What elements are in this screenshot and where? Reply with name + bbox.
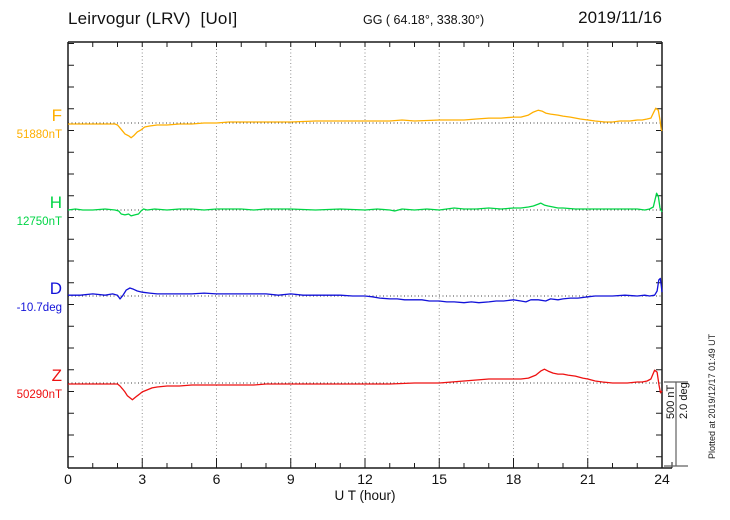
curve-Z (68, 368, 663, 401)
x-tick-label-9: 9 (286, 471, 295, 487)
x-tick-label-0: 0 (64, 471, 72, 487)
channel-label-F: F (51, 106, 62, 125)
channel-baseline-value-H: 12750nT (16, 216, 62, 228)
channel-baseline-value-F: 51880nT (16, 129, 62, 141)
x-axis-tick-labels: 0 3 6 9 12 15 18 21 24 (0, 471, 730, 487)
x-tick-label-24: 24 (654, 471, 670, 487)
channel-baseline-value-D: -10.7deg (16, 302, 62, 314)
channel-label-D: D (49, 279, 62, 298)
x-tick-label-6: 6 (212, 471, 221, 487)
x-tick-label-12: 12 (357, 471, 373, 487)
x-tick-label-3: 3 (138, 471, 147, 487)
geographic-coordinates: GG ( 64.18°, 338.30°) (363, 13, 485, 27)
x-axis-title: U T (hour) (334, 488, 396, 503)
x-tick-label-21: 21 (579, 471, 596, 487)
x-tick-label-15: 15 (431, 471, 448, 487)
curve-F (68, 107, 663, 139)
x-tick-label-18: 18 (505, 471, 522, 487)
curve-D (68, 277, 663, 304)
curve-H (67, 192, 663, 217)
channel-label-H: H (49, 193, 62, 212)
channel-label-Z: Z (51, 366, 62, 385)
date-label: 2019/11/16 (578, 8, 662, 27)
channel-baseline-value-Z: 50290nT (16, 389, 62, 401)
scale-bar-label: 500 nT 2.0 deg (665, 382, 690, 419)
plotted-timestamp: Plotted at 2019/12/17 01:49 UT (707, 333, 717, 459)
station-title: Leirvogur (LRV) [UoI] (68, 9, 238, 28)
